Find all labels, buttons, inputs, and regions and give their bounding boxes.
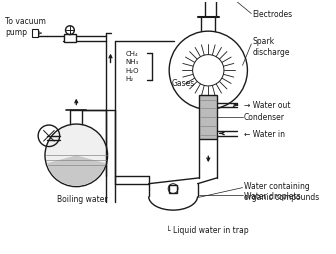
Wedge shape: [47, 156, 106, 186]
Bar: [200, 95, 217, 139]
Text: Water droplets: Water droplets: [244, 191, 300, 200]
Bar: [64, 35, 76, 43]
Text: CH₄
NH₃
H₂O
H₂: CH₄ NH₃ H₂O H₂: [125, 51, 139, 82]
Text: Gases: Gases: [171, 78, 195, 87]
Text: Condenser: Condenser: [244, 113, 285, 122]
Text: To vacuum
pump: To vacuum pump: [5, 17, 46, 37]
Text: Water containing
organic compounds: Water containing organic compounds: [244, 181, 319, 201]
Text: └ Liquid water in trap: └ Liquid water in trap: [166, 225, 249, 234]
Circle shape: [45, 124, 108, 187]
Text: Spark
discharge: Spark discharge: [252, 37, 290, 57]
Bar: [169, 185, 177, 193]
Text: Electrodes: Electrodes: [252, 10, 292, 19]
Text: ← Water in: ← Water in: [244, 129, 285, 138]
Circle shape: [193, 55, 224, 87]
Text: → Water out: → Water out: [244, 101, 290, 110]
Bar: [32, 30, 38, 38]
Text: Boiling water: Boiling water: [57, 195, 107, 204]
